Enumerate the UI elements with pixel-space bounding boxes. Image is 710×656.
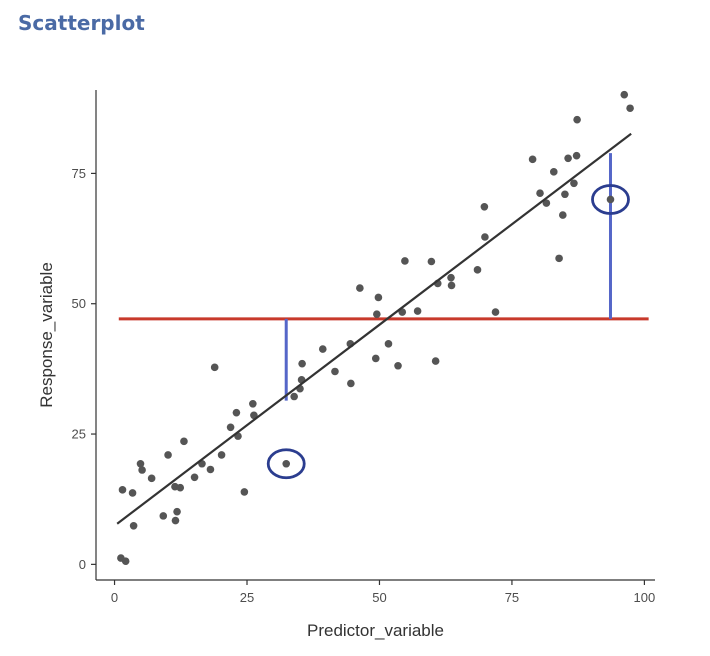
data-point [536, 189, 544, 198]
data-point [176, 483, 185, 492]
data-point [491, 308, 500, 316]
data-point [232, 408, 241, 417]
data-point [394, 361, 402, 370]
data-point [128, 489, 137, 497]
data-point [570, 179, 578, 188]
data-point [555, 254, 563, 263]
data-point [373, 310, 381, 318]
regression-line-group [116, 132, 632, 525]
y-axis-title: Response_variable [37, 262, 56, 408]
data-point [180, 437, 188, 446]
data-point [447, 281, 456, 290]
data-point [528, 155, 537, 164]
x-tick-label: 75 [505, 590, 519, 605]
regression-line [116, 132, 632, 525]
data-point [136, 459, 145, 468]
data-point [290, 392, 298, 401]
data-point [282, 459, 291, 468]
data-point [206, 465, 215, 474]
data-point [561, 190, 569, 199]
data-point [374, 293, 383, 302]
x-tick-label: 25 [240, 590, 254, 605]
data-point [542, 199, 551, 207]
data-point [190, 473, 199, 482]
x-tick-label: 0 [111, 590, 118, 605]
data-point [217, 451, 226, 459]
data-point [118, 486, 127, 494]
data-point [147, 474, 156, 483]
y-tick-label: 0 [79, 557, 86, 572]
data-point [249, 400, 257, 408]
data-point [572, 151, 581, 160]
x-tick-label: 100 [634, 590, 656, 605]
data-point [427, 257, 436, 266]
data-point [159, 512, 168, 520]
data-point [121, 557, 130, 566]
page-title: Scatterplot [18, 11, 145, 35]
data-point [298, 359, 306, 368]
highlight-circle [266, 448, 306, 480]
data-point [606, 195, 615, 204]
y-tick-label: 50 [72, 296, 86, 311]
y-tick-label: 25 [72, 427, 86, 442]
data-point [210, 363, 219, 372]
data-point [401, 257, 409, 265]
data-point [164, 451, 172, 459]
x-axis-title: Predictor_variable [307, 621, 444, 640]
highlight-circle [591, 184, 630, 215]
data-point [384, 340, 393, 348]
data-point [564, 154, 572, 163]
y-tick-label: 75 [72, 166, 86, 181]
data-point [447, 273, 455, 282]
axis-labels: 0 25 50 75 100 0 25 50 75 Predictor_variable Respo… [37, 166, 655, 640]
data-point [559, 211, 567, 219]
data-point [356, 284, 364, 292]
data-point [240, 488, 249, 496]
data-point [318, 345, 327, 353]
data-point [431, 357, 440, 365]
data-point [413, 307, 422, 315]
data-point [620, 90, 629, 99]
data-point [626, 104, 634, 113]
data-point [371, 354, 380, 363]
data-point [331, 367, 339, 376]
highlight-circles [266, 184, 630, 480]
data-point [173, 507, 181, 516]
data-point [481, 233, 489, 241]
data-point [171, 516, 180, 525]
data-point [549, 168, 558, 176]
axes [91, 90, 655, 585]
data-point [573, 115, 581, 124]
data-point [473, 266, 482, 274]
residual-lines [284, 153, 612, 401]
data-point [480, 202, 489, 211]
data-point [129, 521, 138, 530]
data-point [226, 423, 235, 432]
data-point [138, 466, 146, 474]
data-point [347, 379, 355, 388]
x-tick-label: 50 [372, 590, 386, 605]
